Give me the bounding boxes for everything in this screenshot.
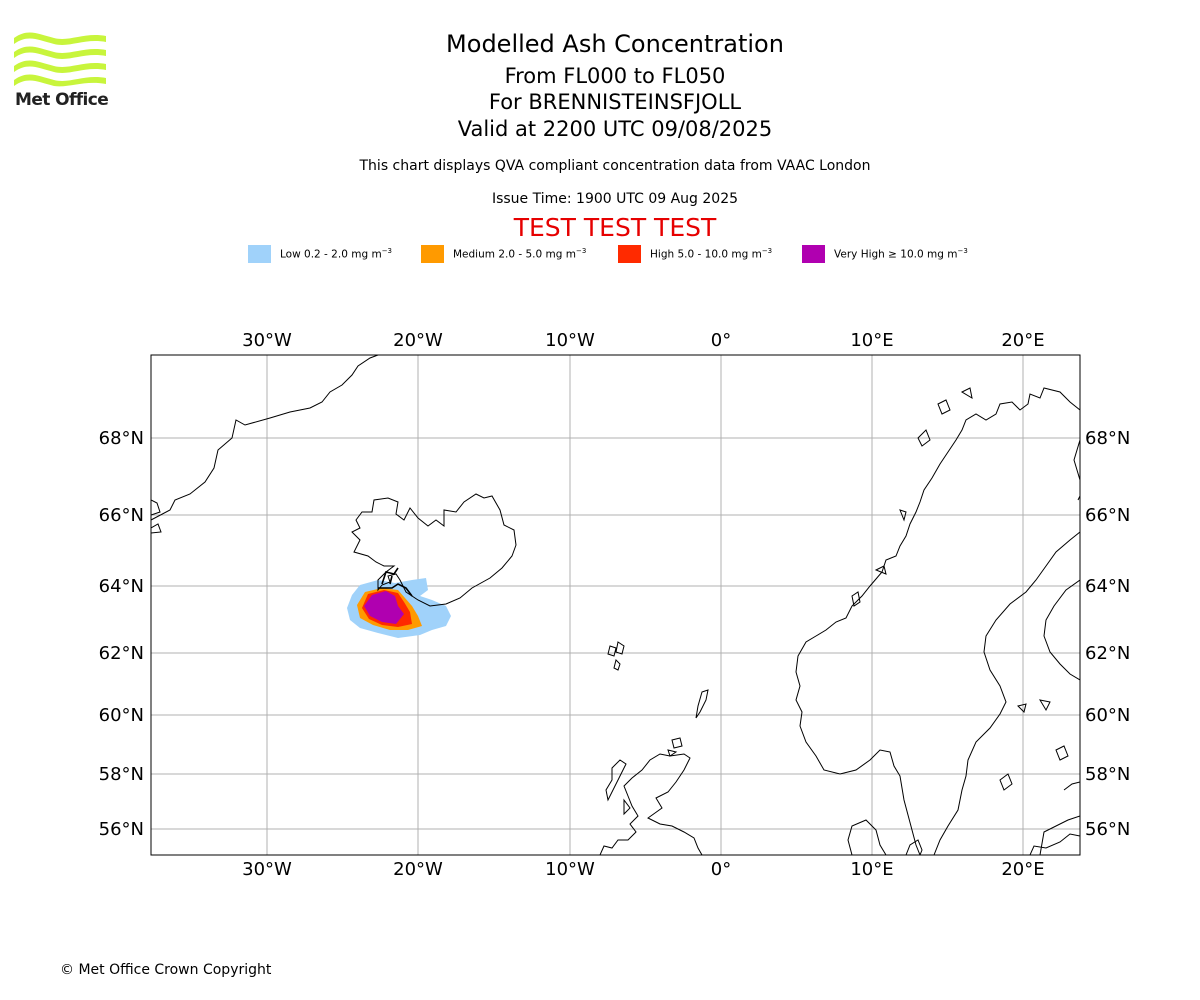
central-europe-coast [1029,781,1080,855]
test-banner: TEST TEST TEST [513,213,717,242]
legend-swatch-low [248,245,271,263]
lat-label-left: 68°N [99,428,144,449]
met-office-waves-icon [14,32,106,87]
lat-label-right: 56°N [1085,819,1130,840]
lat-label-left: 58°N [99,764,144,785]
lat-label-right: 62°N [1085,643,1130,664]
valid-time: Valid at 2200 UTC 09/08/2025 [457,117,773,141]
finland-coast [1043,579,1080,681]
scandinavia-coast [795,387,1080,855]
legend: Low 0.2 - 2.0 mg m−3 Medium 2.0 - 5.0 mg… [0,245,1200,265]
shetland-islands [695,689,709,719]
lon-label-top: 10°E [850,330,893,351]
greenland-coast [151,355,379,534]
lat-label-left: 62°N [99,643,144,664]
denmark-coast [847,819,923,855]
legend-label-very-high: Very High ≥ 10.0 mg m−3 [834,247,968,261]
lat-label-right: 58°N [1085,764,1130,785]
ash-very-high [364,591,404,624]
legend-swatch-medium [421,245,444,263]
lat-labels-right: 68°N 66°N 64°N 62°N 60°N 58°N 56°N [1085,428,1130,840]
lat-label-right: 60°N [1085,705,1130,726]
met-office-logo: Met Office [14,30,109,112]
lon-label-bottom: 20°E [1001,859,1044,880]
legend-label-medium: Medium 2.0 - 5.0 mg m−3 [453,247,587,261]
legend-swatch-very-high [802,245,825,263]
lat-label-left: 60°N [99,705,144,726]
norway-islands [851,387,973,607]
legend-item-medium: Medium 2.0 - 5.0 mg m−3 [421,245,586,263]
iceland-coast [351,493,517,607]
lon-label-bottom: 30°W [242,859,292,880]
lon-label-top: 30°W [242,330,292,351]
lon-label-top: 10°W [545,330,595,351]
lon-label-bottom: 10°W [545,859,595,880]
legend-label-low: Low 0.2 - 2.0 mg m−3 [280,247,393,261]
legend-swatch-high [618,245,641,263]
lat-label-left: 64°N [99,576,144,597]
baltic-coast [1073,439,1080,501]
chart-description: This chart displays QVA compliant concen… [359,158,871,174]
lon-labels-bottom: 30°W 20°W 10°W 0° 10°E 20°E [242,859,1044,880]
lat-labels-left: 68°N 66°N 64°N 62°N 60°N 58°N 56°N [99,428,144,840]
lon-label-bottom: 20°W [393,859,443,880]
met-office-logo-text: Met Office [15,90,109,110]
lat-label-right: 66°N [1085,505,1130,526]
legend-item-high: High 5.0 - 10.0 mg m−3 [618,245,772,263]
scotland-coast [599,753,703,855]
map-content [151,355,1080,855]
baltic-islands [999,699,1069,791]
legend-label-high: High 5.0 - 10.0 mg m−3 [650,247,773,261]
lon-label-top: 20°W [393,330,443,351]
map-frame [150,354,1081,856]
chart-title: Modelled Ash Concentration [446,30,784,58]
lat-label-left: 56°N [99,819,144,840]
lon-label-bottom: 10°E [850,859,893,880]
legend-item-low: Low 0.2 - 2.0 mg m−3 [248,245,392,263]
coastlines [151,355,1080,855]
lat-label-left: 66°N [99,505,144,526]
volcano-name: For BRENNISTEINSFJOLL [488,90,742,114]
lat-label-right: 68°N [1085,428,1130,449]
orkney-islands [667,737,683,757]
flight-level-range: From FL000 to FL050 [504,64,726,88]
gridlines [151,355,1080,855]
lon-label-top: 0° [711,330,731,351]
lon-label-bottom: 0° [711,859,731,880]
ash-plume [347,578,451,638]
hebrides-islands [605,759,631,816]
faroe-islands [607,641,625,671]
legend-item-very-high: Very High ≥ 10.0 mg m−3 [802,245,968,263]
lat-label-right: 64°N [1085,576,1130,597]
volcano-marker [378,567,413,597]
copyright-notice: © Met Office Crown Copyright [60,962,272,978]
lon-label-top: 20°E [1001,330,1044,351]
sweden-coast [933,531,1080,855]
issue-time: Issue Time: 1900 UTC 09 Aug 2025 [491,191,739,207]
lon-labels-top: 30°W 20°W 10°W 0° 10°E 20°E [242,330,1044,351]
